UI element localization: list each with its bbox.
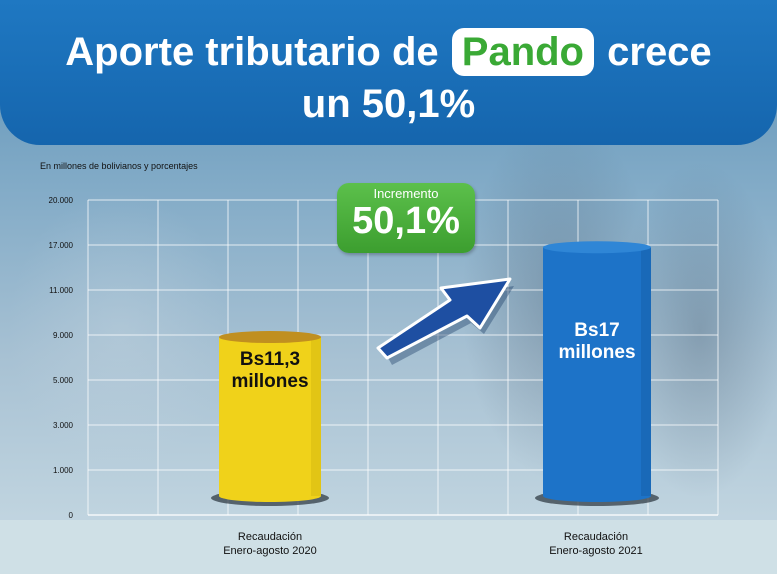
bar-2020-amount: Bs11,3	[239, 349, 301, 370]
bar-2021	[535, 241, 659, 506]
bar-2021-side-shade	[641, 247, 651, 496]
y-tick-label: 5.000	[53, 376, 74, 385]
bar-2021-unit: millones	[558, 342, 636, 363]
y-tick-label: 0	[69, 511, 74, 520]
chart-subtitle: En millones de bolivianos y porcentajes	[40, 161, 198, 171]
increase-badge: Incremento 50,1%	[337, 183, 475, 253]
increase-arrow	[376, 277, 514, 365]
bar-2020-unit: millones	[231, 371, 309, 392]
y-tick-label: 3.000	[53, 421, 74, 430]
bar-2020-label: Bs11,3 millones	[205, 349, 335, 393]
category-2020-line1: Recaudación	[237, 531, 303, 543]
title-banner: Aporte tributario de Pando crece un 50,1…	[0, 0, 777, 145]
category-2020-line2: Enero-agosto 2020	[223, 545, 317, 557]
category-2021-line2: Enero-agosto 2021	[549, 545, 643, 557]
bar-2020	[211, 331, 329, 506]
category-2021-line1: Recaudación	[563, 531, 629, 543]
bar-2020-top	[219, 331, 321, 344]
y-tick-label: 17.000	[49, 241, 74, 250]
y-tick-label: 1.000	[53, 466, 74, 475]
title-highlight-pando: Pando	[451, 28, 594, 76]
arrow-icon	[376, 277, 512, 360]
badge-label: Incremento	[373, 186, 439, 201]
bar-2021-label: Bs17 millones	[532, 320, 662, 364]
category-2020: Recaudación Enero-agosto 2020	[180, 530, 360, 558]
title-post: crece	[607, 30, 712, 74]
bar-2021-top	[543, 241, 651, 254]
bottom-band	[0, 520, 777, 574]
title-pre: Aporte tributario de	[65, 30, 439, 74]
bar-2021-body	[543, 247, 651, 502]
bar-2020-body	[219, 337, 321, 502]
y-tick-label: 9.000	[53, 331, 74, 340]
y-tick-label: 20.000	[49, 196, 74, 205]
y-tick-label: 11.000	[49, 286, 73, 295]
bar-2020-side-shade	[311, 337, 321, 496]
title-line-2: un 50,1%	[301, 82, 476, 126]
y-axis-ticks: 0 1.000 3.000 5.000 9.000 11.000 17.000 20.000	[49, 196, 74, 520]
category-2021: Recaudación Enero-agosto 2021	[506, 530, 686, 558]
badge-value: 50,1%	[352, 200, 460, 242]
bar-2021-amount: Bs17	[574, 320, 620, 341]
bars	[211, 241, 659, 506]
title-line-1: Aporte tributario de Pando crece	[0, 26, 777, 78]
